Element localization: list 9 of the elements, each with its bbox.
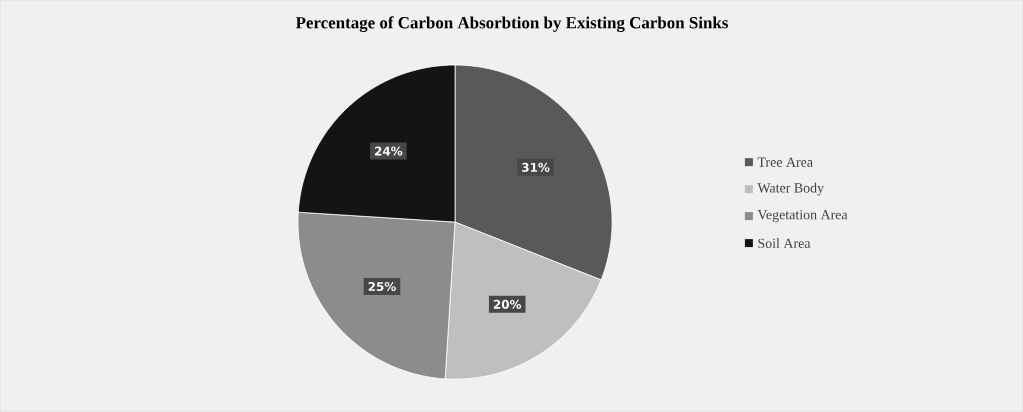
legend-label: Tree Area bbox=[757, 157, 813, 167]
data-label: 25% bbox=[368, 281, 396, 291]
legend-label: Vegetation Area bbox=[757, 209, 848, 223]
legend-label: Soil Area bbox=[758, 238, 811, 248]
data-label: 20% bbox=[493, 299, 522, 309]
chart-title: Percentage of Carbon Absorbtion by Existing Carbon Sinks bbox=[295, 16, 728, 32]
data-label: 24% bbox=[375, 146, 403, 156]
data-label: 31% bbox=[522, 162, 550, 172]
legend-label: Water Body bbox=[757, 182, 824, 196]
